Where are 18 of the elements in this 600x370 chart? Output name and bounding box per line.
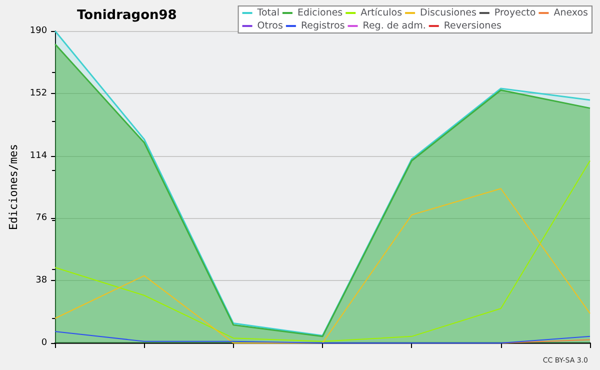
y-tick-label: 76 <box>36 213 48 224</box>
legend-label: Reversiones <box>444 20 502 32</box>
legend-label: Artículos <box>360 8 402 18</box>
legend-label: Ediciones <box>297 8 343 18</box>
legend-label: Total <box>256 8 280 18</box>
y-tick-label: 152 <box>30 88 48 98</box>
legend-label: Otros <box>257 20 283 32</box>
legend-label: Reg. de adm. <box>362 20 426 32</box>
y-tick-label: 190 <box>30 26 48 36</box>
y-tick-label: 38 <box>36 276 48 286</box>
legend-label: Discusiones <box>420 8 476 18</box>
legend-label: Registros <box>300 20 345 32</box>
legend-label: Proyecto <box>494 8 536 18</box>
legend-label: Anexos <box>554 8 588 18</box>
y-tick-label: 114 <box>30 150 48 161</box>
y-tick-label: 0 <box>41 338 48 348</box>
y-axis-title: Ediciones/mes <box>7 144 20 230</box>
chart-title: Tonidragon98 <box>77 8 177 23</box>
